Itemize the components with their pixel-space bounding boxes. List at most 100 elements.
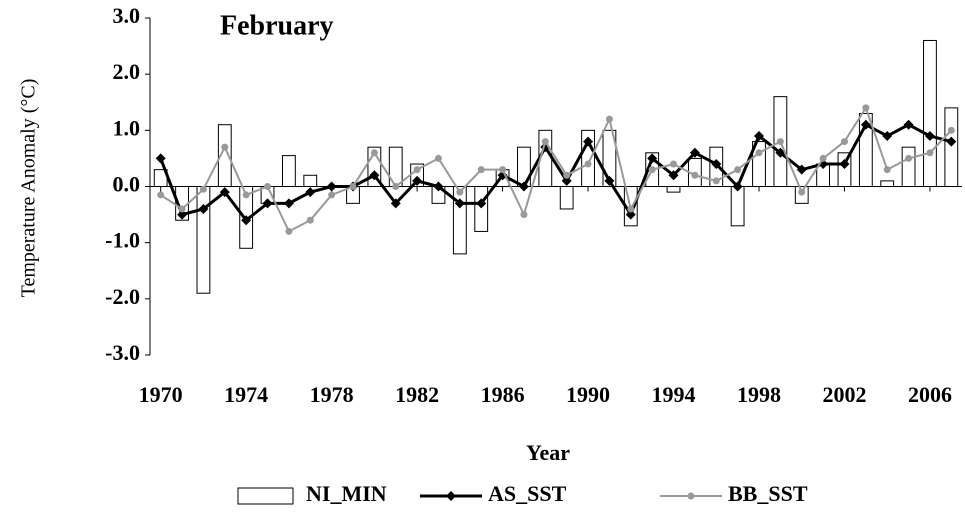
y-tick-label: 1.0 bbox=[113, 115, 141, 140]
bar bbox=[452, 186, 467, 255]
marker bbox=[882, 130, 893, 141]
marker bbox=[604, 175, 615, 186]
y-tick-label: -3.0 bbox=[105, 340, 140, 365]
bar bbox=[730, 186, 745, 227]
bar bbox=[901, 146, 916, 187]
marker bbox=[924, 130, 935, 141]
marker bbox=[647, 153, 658, 164]
legend-swatch bbox=[237, 487, 294, 505]
marker bbox=[947, 126, 955, 134]
marker bbox=[499, 166, 507, 174]
x-tick-label: 1978 bbox=[310, 382, 354, 407]
marker bbox=[477, 166, 485, 174]
bar bbox=[923, 39, 937, 188]
y-tick-label: 0.0 bbox=[113, 172, 141, 197]
marker bbox=[454, 198, 465, 209]
x-axis-label: Year bbox=[526, 440, 570, 465]
bar bbox=[666, 186, 681, 193]
bar bbox=[281, 155, 296, 188]
marker bbox=[518, 181, 529, 192]
marker bbox=[862, 104, 870, 112]
marker bbox=[155, 153, 166, 164]
x-tick-label: 1982 bbox=[395, 382, 439, 407]
bar bbox=[944, 107, 959, 187]
marker bbox=[903, 119, 914, 130]
marker bbox=[326, 181, 337, 192]
marker bbox=[264, 183, 272, 190]
marker bbox=[754, 130, 764, 141]
marker bbox=[734, 166, 742, 174]
y-tick-label: 3.0 bbox=[113, 3, 141, 28]
y-tick-label: -2.0 bbox=[105, 284, 140, 309]
marker bbox=[541, 138, 549, 146]
marker bbox=[198, 203, 209, 214]
x-tick-label: 1998 bbox=[737, 382, 781, 407]
marker bbox=[561, 175, 572, 186]
marker bbox=[199, 185, 207, 193]
marker bbox=[670, 160, 678, 168]
marker bbox=[392, 183, 400, 190]
marker bbox=[883, 166, 891, 174]
legend-label: AS_SST bbox=[488, 481, 567, 506]
bar bbox=[880, 180, 895, 187]
legend-label: BB_SST bbox=[728, 481, 808, 506]
x-tick-label: 2002 bbox=[822, 382, 866, 407]
bar bbox=[474, 186, 489, 232]
x-tick-label: 1986 bbox=[481, 382, 525, 407]
marker bbox=[221, 143, 229, 151]
marker bbox=[648, 166, 656, 174]
marker bbox=[605, 115, 613, 123]
y-tick-label: -1.0 bbox=[105, 228, 140, 253]
marker bbox=[219, 187, 230, 198]
marker bbox=[349, 183, 357, 190]
marker bbox=[328, 191, 336, 199]
x-tick-label: 1990 bbox=[566, 382, 610, 407]
x-tick-label: 1974 bbox=[224, 382, 268, 407]
marker bbox=[775, 147, 786, 158]
marker bbox=[839, 159, 850, 170]
line bbox=[159, 122, 952, 223]
marker bbox=[796, 164, 807, 175]
marker bbox=[157, 191, 165, 199]
marker bbox=[840, 138, 848, 146]
marker bbox=[305, 187, 316, 198]
marker bbox=[242, 191, 250, 199]
marker bbox=[563, 171, 571, 179]
marker bbox=[306, 216, 314, 224]
marker bbox=[283, 198, 294, 209]
marker bbox=[926, 149, 934, 157]
marker bbox=[583, 136, 594, 147]
marker bbox=[668, 170, 679, 181]
marker bbox=[177, 209, 188, 220]
marker bbox=[446, 491, 456, 501]
marker bbox=[390, 198, 401, 209]
marker bbox=[413, 166, 421, 174]
marker bbox=[241, 215, 252, 226]
marker bbox=[476, 198, 487, 209]
marker bbox=[689, 147, 700, 158]
bar bbox=[559, 186, 574, 210]
line bbox=[160, 105, 953, 233]
marker bbox=[285, 227, 293, 235]
marker bbox=[434, 154, 442, 162]
marker bbox=[627, 205, 635, 213]
marker bbox=[412, 175, 423, 186]
marker bbox=[262, 198, 273, 209]
y-tick-label: 2.0 bbox=[113, 59, 141, 84]
marker bbox=[433, 181, 444, 192]
marker bbox=[178, 205, 186, 213]
marker bbox=[369, 170, 380, 181]
marker bbox=[691, 171, 699, 179]
x-tick-label: 1994 bbox=[652, 382, 696, 407]
bar bbox=[217, 124, 232, 187]
bar bbox=[196, 186, 211, 294]
marker bbox=[687, 492, 695, 500]
chart-title: February bbox=[220, 10, 334, 41]
marker bbox=[584, 160, 592, 168]
marker bbox=[456, 188, 464, 196]
marker bbox=[520, 211, 528, 219]
x-tick-label: 2006 bbox=[908, 382, 952, 407]
legend-label: NI_MIN bbox=[306, 481, 387, 506]
marker bbox=[755, 149, 763, 157]
